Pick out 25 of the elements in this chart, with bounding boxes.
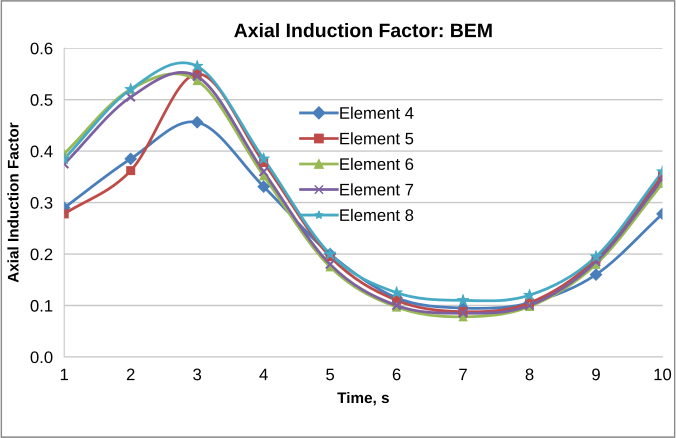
x-tick-label: 10 bbox=[654, 368, 672, 380]
chart-title: Axial Induction Factor: BEM bbox=[234, 22, 492, 38]
legend-label: Element 4 bbox=[340, 106, 414, 119]
x-tick-label: 1 bbox=[60, 368, 68, 380]
x-tick-label: 5 bbox=[326, 368, 334, 380]
x-tick-label: 7 bbox=[459, 368, 467, 380]
x-tick-label: 6 bbox=[392, 368, 400, 380]
x-axis-title: Time, s bbox=[337, 392, 389, 406]
y-tick-label: 0.3 bbox=[30, 196, 52, 209]
x-tick-label: 3 bbox=[193, 368, 202, 380]
y-tick-label: 0.4 bbox=[30, 146, 53, 158]
y-axis-title: Axial Induction Factor bbox=[7, 122, 19, 282]
y-tick-label: 0.2 bbox=[30, 248, 52, 260]
legend-label: Element 5 bbox=[340, 132, 414, 144]
x-tick-label: 4 bbox=[259, 368, 268, 380]
x-tick-label: 2 bbox=[126, 368, 134, 380]
x-tick-label: 9 bbox=[592, 368, 600, 380]
y-tick-label: 0.6 bbox=[30, 42, 52, 54]
y-tick-label: 0.5 bbox=[30, 94, 52, 106]
legend-label: Element 7 bbox=[340, 183, 414, 196]
y-tick-label: 0.1 bbox=[30, 300, 52, 312]
legend-label: Element 8 bbox=[340, 208, 414, 222]
x-tick-label: 8 bbox=[526, 368, 534, 380]
y-tick-label: 0.0 bbox=[30, 351, 52, 364]
legend-label: Element 6 bbox=[340, 158, 414, 170]
